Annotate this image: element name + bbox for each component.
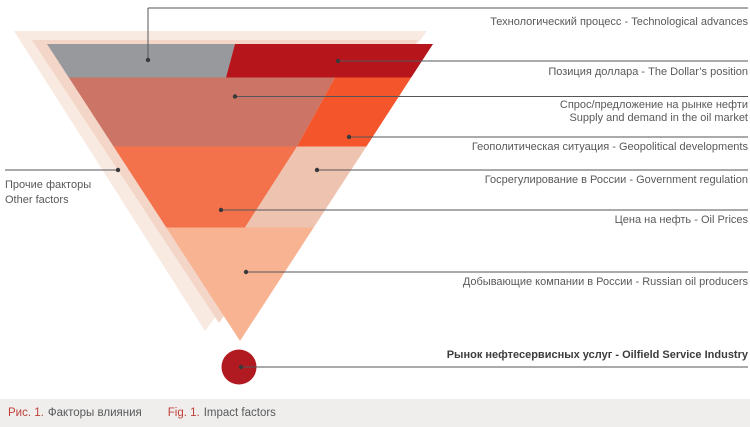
funnel-layer-technology-gray (47, 44, 235, 78)
callout-dot-dollar (335, 58, 341, 64)
caption-title-en: Impact factors (203, 407, 276, 419)
callout-dot-producers (243, 269, 249, 275)
label-other-factors-en: Other factors (5, 194, 69, 206)
label-oil-prices: Цена на нефть - Oil Prices (615, 214, 749, 226)
callout-dot-supply (232, 94, 238, 99)
label-technological-advances: Технологический процесс - Technological … (490, 16, 748, 28)
label-oilfield-service-industry: Рынок нефтесервисных услуг - Oilfield Se… (447, 349, 749, 361)
funnel-canvas: Технологический процесс - Technological … (5, 7, 749, 385)
funnel-layer-regulation-beige (245, 146, 367, 228)
funnel-layer-supply-muted-salmon (68, 77, 336, 147)
label-government-regulation: Госрегулирование в России - Government r… (485, 174, 748, 186)
caption-title-ru: Факторы влияния (47, 407, 142, 419)
funnel-layer-geopolitics-bright-orange (297, 77, 412, 147)
funnel-layer-dollar-dark-red (226, 44, 433, 78)
funnel-layer-producers-light-salmon (166, 227, 314, 341)
label-supply-demand-ru: Спрос/предложение на рынке нефти (560, 99, 748, 111)
label-russian-oil-producers: Добывающие компании в России - Russian o… (463, 276, 749, 288)
label-geopolitical: Геополитическая ситуация - Geopolitical … (472, 141, 749, 153)
figure-caption: Рис. 1. Факторы влияния Fig. 1. Impact f… (0, 399, 750, 427)
callout-dot-oilfield (238, 364, 244, 370)
callout-dot-other-factors (115, 167, 121, 173)
label-dollar-position: Позиция доллара - The Dollar’s position (548, 66, 748, 78)
label-other-factors-ru: Прочие факторы (5, 179, 91, 191)
callout-dot-geopolitics (346, 134, 352, 140)
label-supply-demand-en: Supply and demand in the oil market (569, 112, 748, 124)
callout-dot-regulation (314, 167, 320, 173)
callout-dot-tech (145, 57, 151, 63)
caption-fig-number-ru: Рис. 1. (8, 407, 44, 419)
callout-dot-oil-prices (218, 207, 224, 213)
caption-fig-number-en: Fig. 1. (167, 407, 200, 419)
funnel-layer-oil-price-light-orange (113, 146, 297, 228)
